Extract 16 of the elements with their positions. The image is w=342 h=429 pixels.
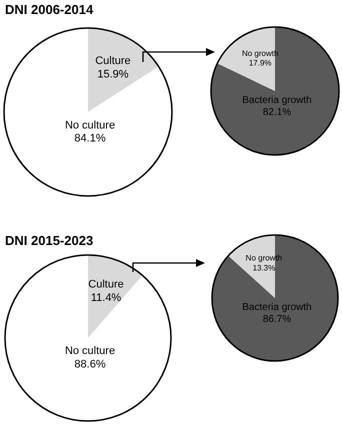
- data-label: 84.1%: [74, 132, 106, 144]
- chart-title: DNI 2015-2023: [5, 233, 94, 248]
- slice-label: Culture: [95, 55, 131, 68]
- chart-title: DNI 2006-2014: [5, 2, 94, 17]
- data-label: 13.3%: [252, 263, 276, 272]
- data-label: 86.7%: [262, 314, 292, 325]
- data-label: 82.1%: [262, 107, 292, 118]
- data-label: 88.6%: [74, 358, 106, 370]
- slice-label: Bacteria growth: [242, 302, 312, 313]
- slice-label: Culture: [88, 278, 124, 291]
- slice-label: No culture: [64, 119, 116, 132]
- data-label: 11.4%: [90, 292, 122, 304]
- slice-label: No culture: [64, 345, 116, 358]
- data-label: 15.9%: [97, 68, 129, 80]
- data-label: 17.9%: [248, 58, 272, 68]
- slice-label: Bacteria growth: [242, 95, 312, 106]
